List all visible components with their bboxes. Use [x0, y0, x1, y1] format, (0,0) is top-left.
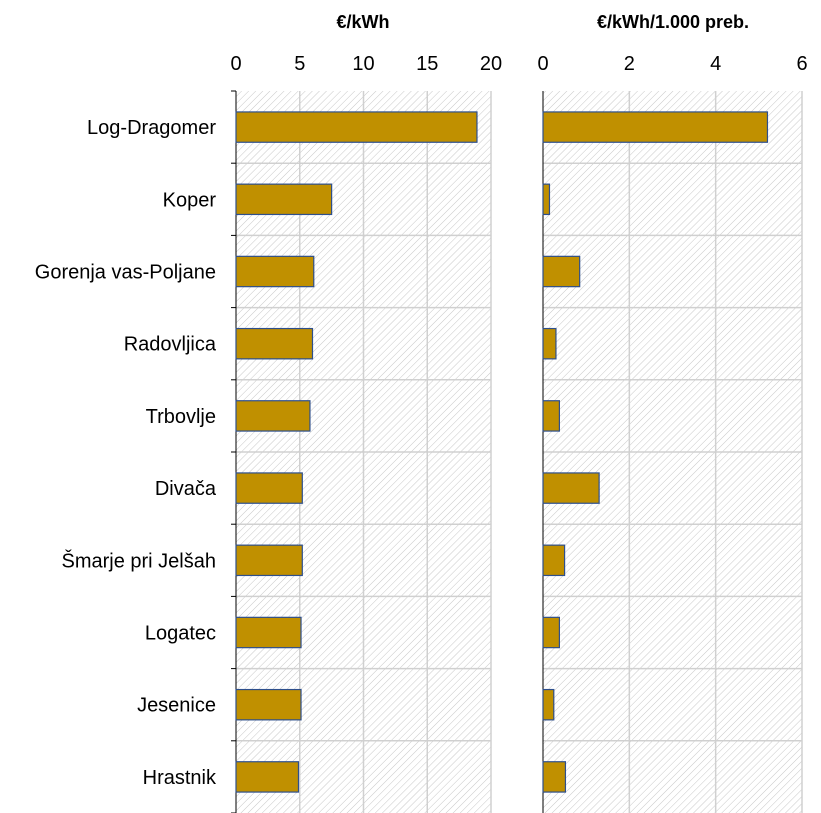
x-tick-label: 0	[230, 53, 241, 75]
bar	[235, 761, 300, 793]
chart-panel-2: €/kWh/1.000 preb. 0 2 4 6	[537, 12, 808, 813]
bar	[542, 327, 557, 360]
bar	[235, 544, 303, 577]
category-label: Šmarje pri Jelšah	[61, 549, 216, 572]
bar	[235, 616, 302, 649]
x-tick-label: 5	[294, 53, 305, 75]
category-label: Divača	[155, 478, 217, 500]
bar	[542, 400, 561, 432]
category-label: Gorenja vas-Poljane	[35, 262, 216, 284]
chart-panel-1: €/kWh 0 5 10 15 20 Log-Dragomer Koper Gorenja va…	[35, 12, 502, 813]
bar	[542, 255, 581, 288]
bar	[542, 111, 769, 143]
x-tick-label: 4	[710, 53, 721, 75]
bar	[542, 544, 566, 577]
category-label: Trbovlje	[146, 406, 216, 428]
bar	[235, 688, 302, 721]
x-tick-label: 10	[352, 53, 374, 75]
category-label: Logatec	[145, 623, 216, 645]
x-tick-label: 20	[480, 53, 502, 75]
bar	[235, 327, 314, 360]
bar	[235, 183, 333, 216]
category-label: Radovljica	[124, 334, 217, 356]
chart-title: €/kWh	[336, 12, 389, 32]
bar	[542, 472, 600, 504]
bar	[235, 400, 311, 432]
category-label: Hrastnik	[143, 767, 217, 789]
category-label: Log-Dragomer	[87, 117, 216, 139]
chart-title: €/kWh/1.000 preb.	[597, 12, 749, 32]
bar	[542, 616, 561, 649]
bar	[542, 183, 551, 216]
bar	[235, 111, 478, 143]
bar	[235, 472, 303, 504]
x-tick-label: 2	[624, 53, 635, 75]
category-label: Jesenice	[137, 695, 216, 717]
bar	[542, 761, 567, 793]
category-label: Koper	[163, 189, 217, 211]
x-tick-label: 0	[537, 53, 548, 75]
x-tick-label: 15	[416, 53, 438, 75]
bar	[235, 255, 315, 288]
bar	[542, 688, 555, 721]
x-tick-label: 6	[796, 53, 807, 75]
